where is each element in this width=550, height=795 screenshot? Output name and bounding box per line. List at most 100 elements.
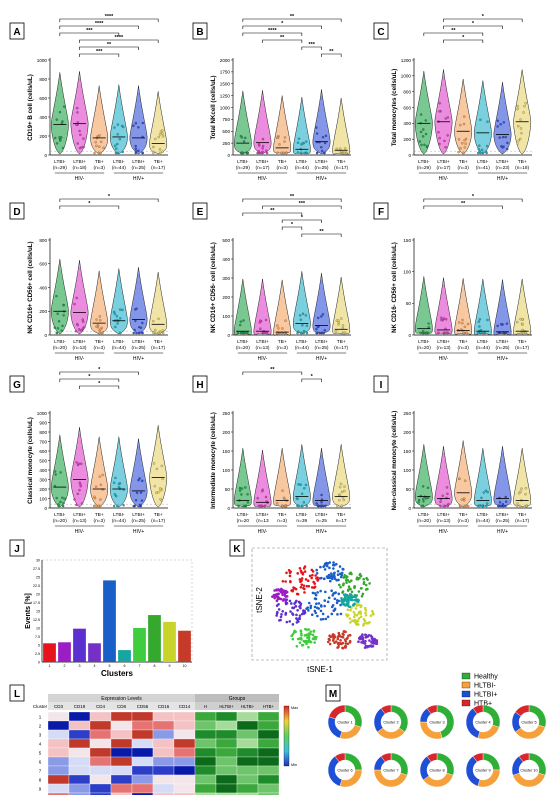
- data-point: [477, 320, 480, 323]
- y-tick-label: 30: [36, 559, 40, 563]
- data-point: [98, 134, 101, 137]
- x-tick-label: 8: [154, 664, 156, 668]
- tsne-point: [315, 571, 319, 575]
- data-point: [138, 504, 141, 508]
- tsne-point: [348, 617, 352, 620]
- data-point: [78, 146, 82, 150]
- tsne-point: [308, 640, 312, 643]
- data-point: [119, 317, 122, 320]
- data-point: [122, 125, 125, 129]
- data-point: [161, 331, 165, 335]
- tsne-point: [341, 591, 344, 594]
- tsne-point: [303, 640, 307, 644]
- data-point: [121, 150, 124, 154]
- data-point: [62, 502, 65, 505]
- significance-bracket: [443, 39, 484, 43]
- data-point: [422, 497, 425, 501]
- tsne-point: [333, 575, 336, 578]
- tsne-point: [281, 609, 285, 613]
- data-point: [59, 500, 62, 503]
- tsne-point: [293, 602, 296, 605]
- data-point: [505, 500, 508, 503]
- violin-0: [414, 71, 433, 155]
- data-point: [504, 135, 507, 139]
- tsne-point: [302, 609, 306, 613]
- group-col-header-bg: [258, 702, 279, 710]
- data-point: [464, 142, 467, 145]
- data-point: [423, 143, 426, 147]
- data-point: [438, 136, 441, 140]
- row-label: 4: [39, 742, 42, 747]
- data-point: [303, 151, 306, 155]
- data-point: [259, 327, 262, 330]
- tsne-point: [309, 606, 312, 610]
- y-tick-label: 7.5: [35, 635, 40, 639]
- significance-stars: ****: [115, 35, 124, 41]
- donut-slice: [328, 704, 346, 720]
- data-point: [63, 497, 66, 500]
- tsne-point: [314, 574, 317, 577]
- tsne-point: [360, 594, 364, 598]
- y-axis-label: NK CD16+ CD56- cell (cells/uL): [210, 242, 217, 333]
- panel-letter: A: [13, 27, 20, 38]
- panel-letter: K: [233, 544, 241, 555]
- data-point: [443, 139, 446, 143]
- tsne-point: [346, 595, 349, 598]
- x-tick-label: 7: [139, 664, 141, 668]
- group-label: TB+: [337, 339, 346, 345]
- group-cell: [194, 738, 217, 749]
- significance-bracket: [59, 371, 139, 375]
- group-label: LTBI+: [73, 512, 86, 518]
- tsne-point: [331, 594, 334, 597]
- data-point: [282, 496, 286, 500]
- heatmap-cell: [173, 765, 196, 776]
- group-n: (n=20): [236, 345, 250, 351]
- tsne-point: [295, 644, 299, 648]
- violin-5: [149, 91, 168, 155]
- legend-swatch: [461, 699, 471, 707]
- tsne-point: [283, 592, 287, 596]
- group-n: (n=17): [334, 165, 348, 171]
- data-point: [54, 136, 57, 140]
- tsne-point: [347, 585, 351, 589]
- violin-0: [233, 278, 252, 336]
- data-point: [504, 495, 507, 499]
- heatmap-cell: [110, 711, 133, 722]
- heatmap-cell: [47, 792, 70, 795]
- donut-slice: [477, 724, 500, 740]
- group-label: LTBI+: [256, 512, 269, 518]
- group-label: TB+: [154, 339, 163, 345]
- y-tick-label: 200: [403, 137, 411, 142]
- tsne-point: [333, 635, 337, 639]
- data-point: [238, 323, 242, 327]
- data-point: [315, 151, 319, 155]
- significance-bracket: [423, 198, 523, 202]
- y-tick-label: 250: [222, 141, 230, 146]
- heatmap-cell: [47, 774, 70, 785]
- group-col-label: H: [204, 704, 207, 709]
- tsne-point: [355, 613, 359, 617]
- group-col-header-bg: [237, 702, 258, 710]
- significance-stars: *: [311, 374, 314, 380]
- heatmap-cell: [47, 738, 70, 749]
- significance-bracket: [79, 46, 139, 50]
- data-point: [516, 142, 519, 145]
- data-point: [301, 142, 305, 145]
- data-point: [237, 504, 240, 508]
- tsne-point: [359, 610, 362, 614]
- tsne-point: [288, 574, 292, 578]
- tsne-point: [338, 583, 341, 587]
- tsne-point: [333, 577, 337, 580]
- heatmap-cell: [110, 774, 133, 785]
- data-point: [444, 331, 447, 335]
- significance-stars: *: [472, 21, 475, 27]
- data-point: [95, 504, 98, 508]
- significance-stars: **: [329, 49, 334, 55]
- group-n: (n=13): [256, 345, 270, 351]
- data-point: [520, 487, 523, 490]
- bar-3: [73, 628, 86, 662]
- y-tick-label: 300: [222, 276, 230, 281]
- data-point: [154, 137, 157, 141]
- tsne-point: [313, 609, 317, 613]
- data-point: [276, 324, 279, 327]
